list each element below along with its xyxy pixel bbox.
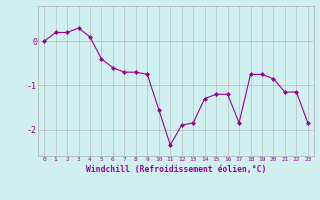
X-axis label: Windchill (Refroidissement éolien,°C): Windchill (Refroidissement éolien,°C)	[86, 165, 266, 174]
